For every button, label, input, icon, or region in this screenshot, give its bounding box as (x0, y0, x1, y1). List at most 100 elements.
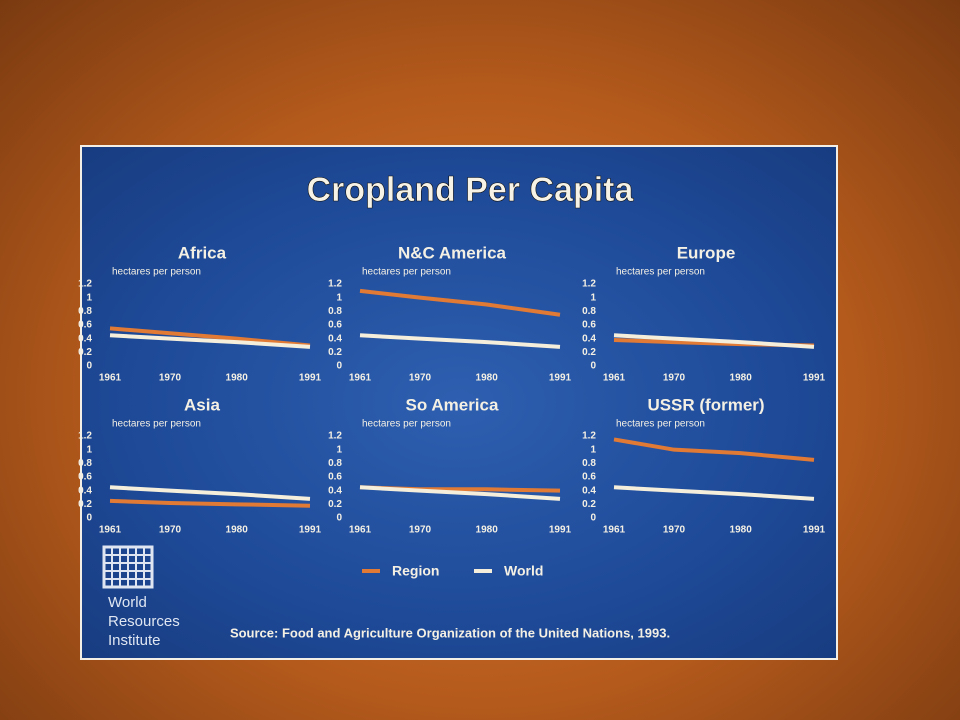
y-tick-label: 1 (336, 292, 342, 303)
y-tick-label: 0.2 (582, 499, 596, 510)
logo-text: Institute (108, 632, 161, 649)
series-line (109, 333, 311, 349)
x-tick-label: 1961 (603, 525, 626, 536)
y-tick-label: 0.6 (328, 472, 342, 483)
y-tick-label: 1.2 (582, 279, 596, 290)
main-title: Cropland Per Capita (307, 171, 635, 209)
y-tick-label: 0 (336, 513, 342, 524)
y-axis-label: hectares per person (616, 419, 705, 430)
y-tick-label: 0.4 (328, 485, 342, 496)
y-tick-label: 1.2 (328, 431, 342, 442)
y-tick-label: 1.2 (78, 279, 92, 290)
x-tick-label: 1991 (549, 373, 572, 384)
y-tick-label: 0 (86, 361, 92, 372)
y-axis-label: hectares per person (616, 267, 705, 278)
x-tick-label: 1980 (730, 373, 753, 384)
chart-title: Africa (178, 243, 227, 262)
logo-text: World (108, 594, 147, 611)
series-line (359, 485, 561, 501)
y-tick-label: 0.4 (78, 485, 92, 496)
y-tick-label: 0 (590, 513, 596, 524)
legend-label: World (504, 563, 543, 579)
x-tick-label: 1970 (663, 525, 686, 536)
y-tick-label: 0.8 (582, 306, 596, 317)
series-line (359, 333, 561, 349)
x-tick-label: 1991 (549, 525, 572, 536)
y-tick-label: 0.6 (78, 320, 92, 331)
chart-title: Asia (184, 395, 220, 414)
series-line (613, 437, 815, 462)
series-line (109, 485, 311, 501)
series-line (109, 326, 311, 348)
x-tick-label: 1970 (159, 525, 182, 536)
y-tick-label: 0.2 (78, 347, 92, 358)
y-tick-label: 0.8 (78, 458, 92, 469)
x-tick-label: 1991 (299, 525, 322, 536)
x-tick-label: 1980 (226, 525, 249, 536)
y-tick-label: 1 (590, 444, 596, 455)
y-tick-label: 0 (86, 513, 92, 524)
y-tick-label: 0.4 (582, 485, 596, 496)
series-line (613, 333, 815, 349)
x-tick-label: 1961 (99, 525, 122, 536)
logo-text: Resources (108, 613, 180, 630)
y-tick-label: 0.6 (582, 320, 596, 331)
y-tick-label: 0.8 (328, 458, 342, 469)
chart-title: USSR (former) (647, 395, 764, 414)
y-tick-label: 1.2 (582, 431, 596, 442)
y-tick-label: 0 (590, 361, 596, 372)
x-tick-label: 1970 (409, 525, 432, 536)
x-tick-label: 1970 (409, 373, 432, 384)
y-tick-label: 0.6 (78, 472, 92, 483)
x-tick-label: 1961 (349, 525, 372, 536)
y-tick-label: 0.2 (78, 499, 92, 510)
chart-panel (80, 145, 838, 660)
y-tick-label: 0.6 (328, 320, 342, 331)
y-tick-label: 0.4 (582, 333, 596, 344)
x-tick-label: 1970 (159, 373, 182, 384)
y-tick-label: 0.2 (582, 347, 596, 358)
y-tick-label: 1.2 (78, 431, 92, 442)
chart-title: So America (406, 395, 499, 414)
y-axis-label: hectares per person (362, 267, 451, 278)
y-tick-label: 0.2 (328, 347, 342, 358)
series-line (613, 485, 815, 501)
y-tick-label: 0.8 (328, 306, 342, 317)
logo-icon-grid (104, 547, 152, 587)
y-tick-label: 1.2 (328, 279, 342, 290)
x-tick-label: 1961 (99, 373, 122, 384)
y-axis-label: hectares per person (112, 419, 201, 430)
y-tick-label: 0.8 (78, 306, 92, 317)
y-axis-label: hectares per person (362, 419, 451, 430)
x-tick-label: 1961 (603, 373, 626, 384)
chart-title: N&C America (398, 243, 507, 262)
x-tick-label: 1980 (226, 373, 249, 384)
series-line (109, 498, 311, 508)
source: Source: Food and Agriculture Organizatio… (230, 625, 670, 640)
y-tick-label: 0.4 (78, 333, 92, 344)
y-tick-label: 0.2 (328, 499, 342, 510)
y-tick-label: 0 (336, 361, 342, 372)
y-tick-label: 1 (336, 444, 342, 455)
series-line (359, 288, 561, 317)
legend-label: Region (392, 563, 439, 579)
y-tick-label: 0.6 (582, 472, 596, 483)
x-tick-label: 1980 (476, 373, 499, 384)
x-tick-label: 1991 (803, 373, 826, 384)
x-tick-label: 1991 (803, 525, 826, 536)
x-tick-label: 1980 (730, 525, 753, 536)
y-axis-label: hectares per person (112, 267, 201, 278)
y-tick-label: 1 (86, 444, 92, 455)
logo: World Resources Institute (102, 545, 180, 649)
x-tick-label: 1980 (476, 525, 499, 536)
y-tick-label: 0.8 (582, 458, 596, 469)
y-tick-label: 1 (86, 292, 92, 303)
y-tick-label: 0.4 (328, 333, 342, 344)
chart-title: Europe (677, 243, 736, 262)
y-tick-label: 1 (590, 292, 596, 303)
x-tick-label: 1991 (299, 373, 322, 384)
x-tick-label: 1961 (349, 373, 372, 384)
x-tick-label: 1970 (663, 373, 686, 384)
